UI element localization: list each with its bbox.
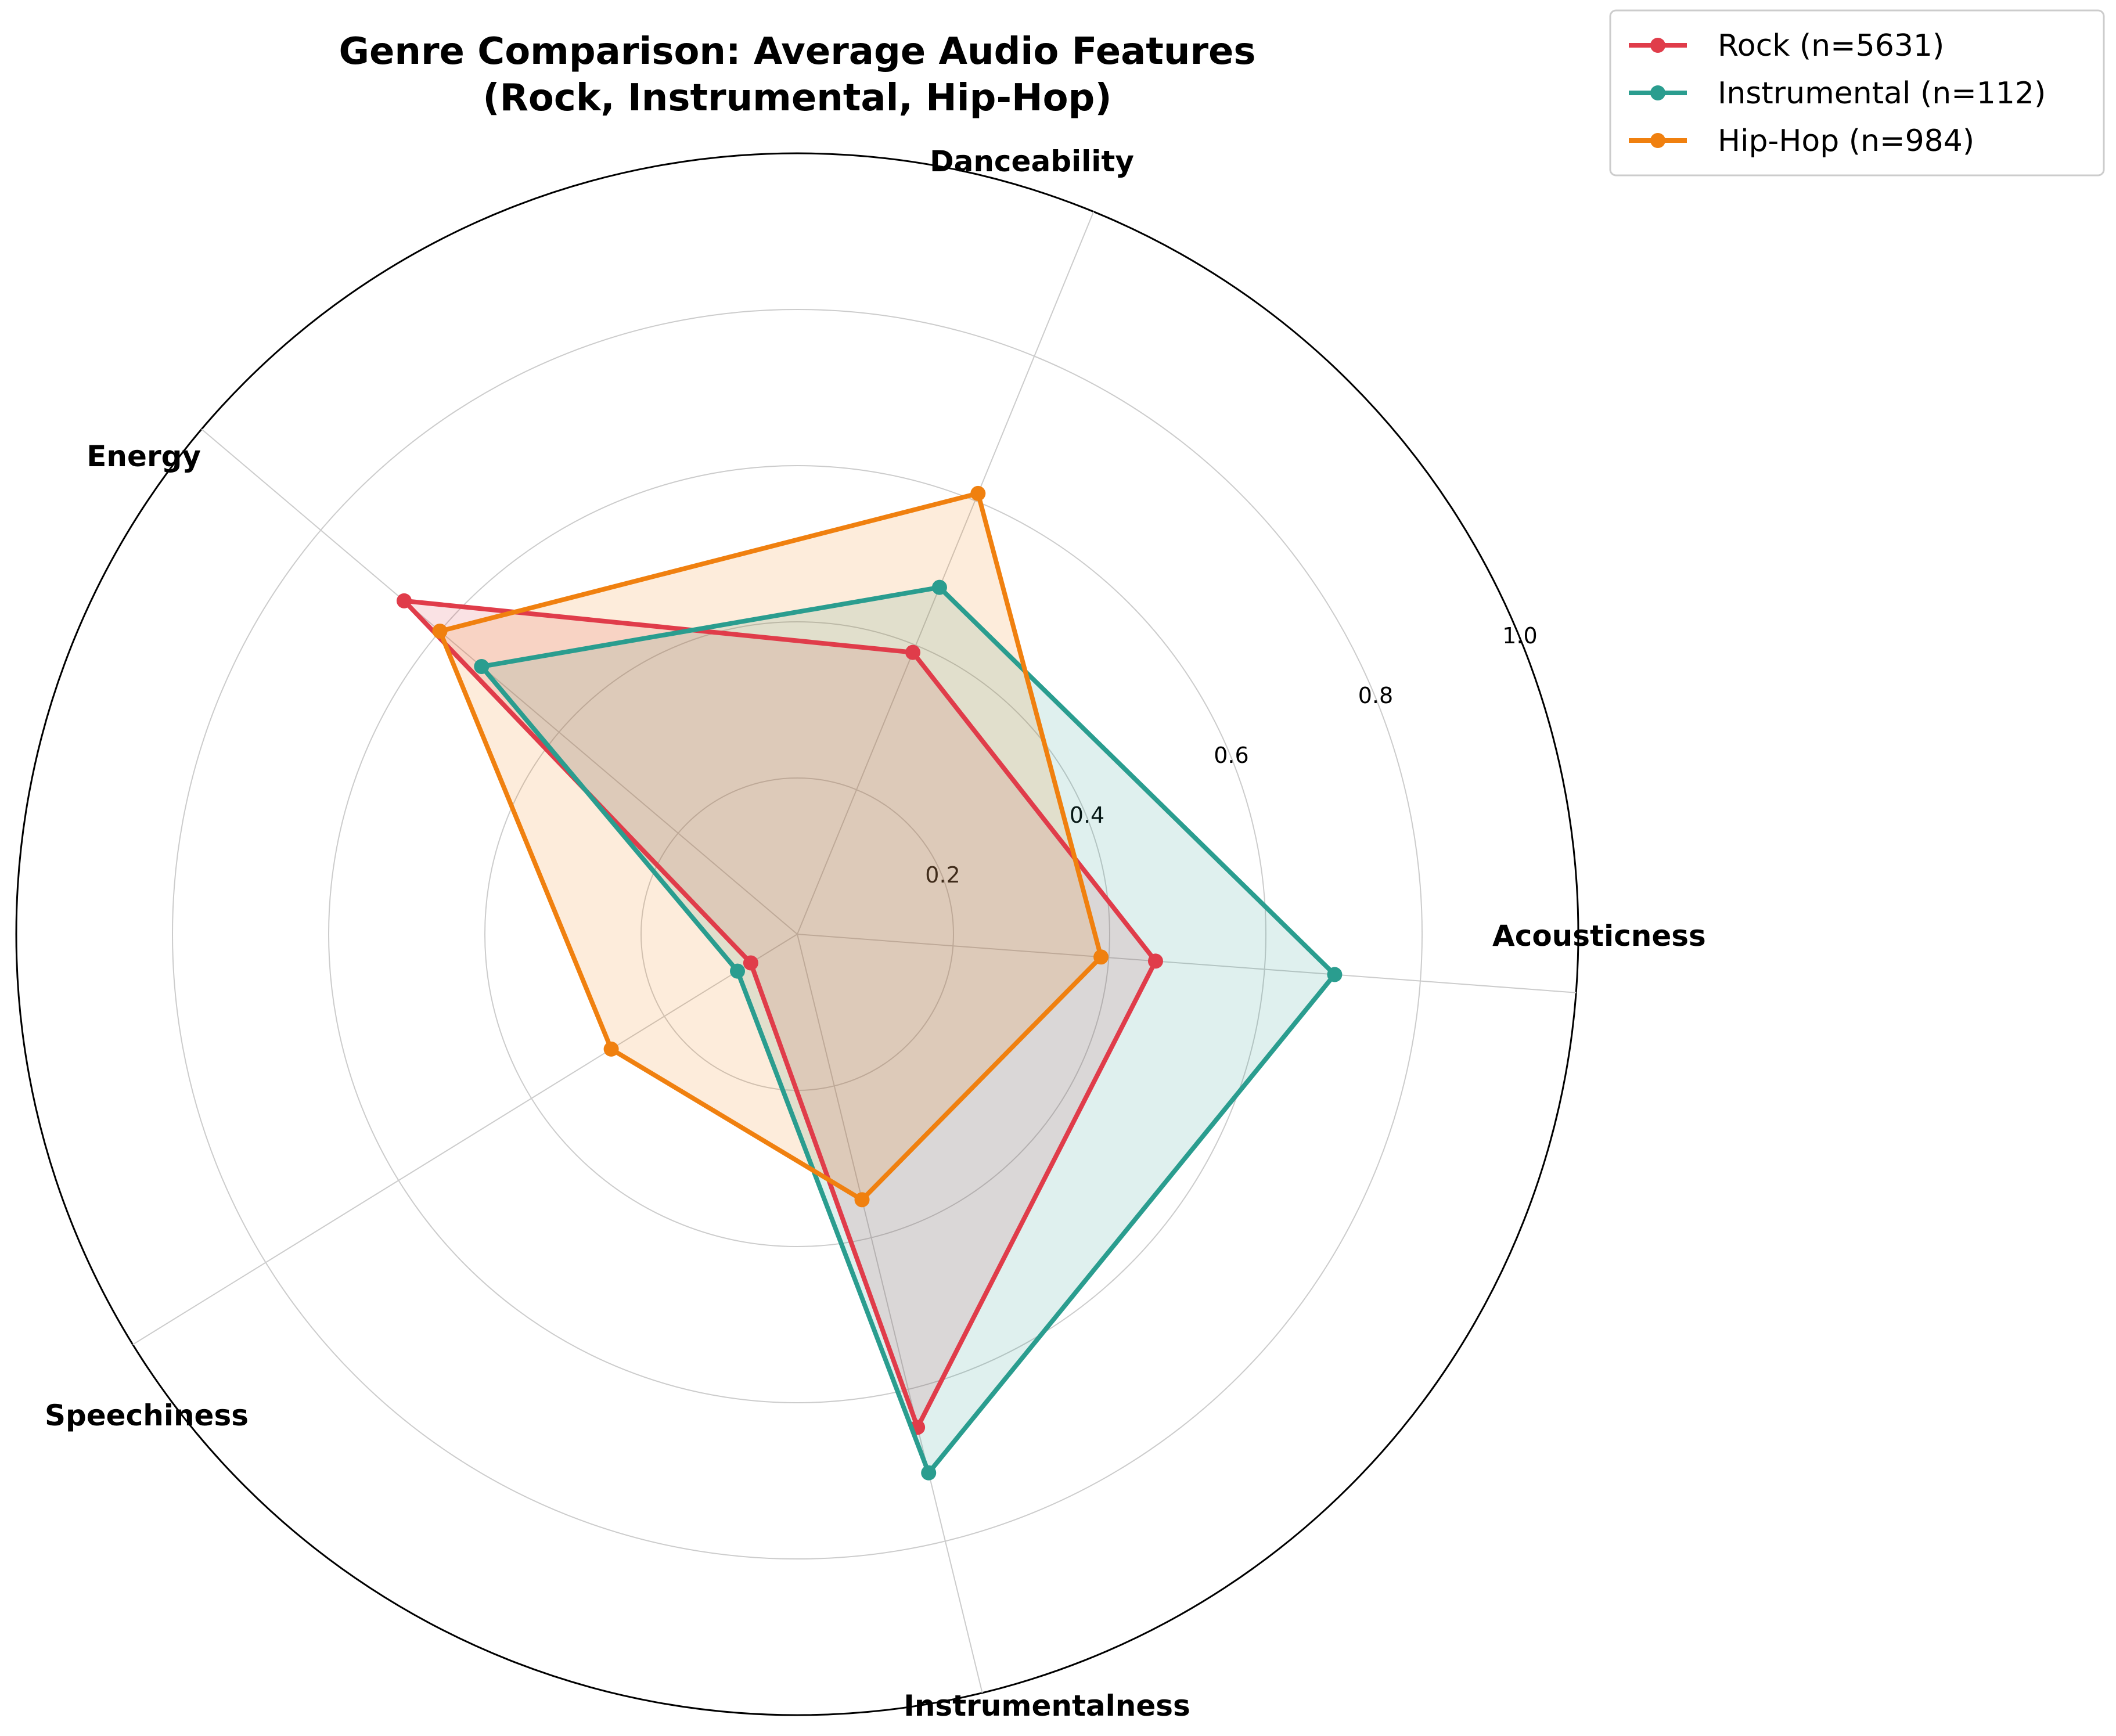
grid-spoke <box>132 934 798 1345</box>
radial-tick-label: 1.0 <box>1502 623 1537 649</box>
data-point <box>730 963 746 979</box>
grid-spoke <box>201 428 798 935</box>
outer-frame-circle <box>15 152 1579 1716</box>
grid-spoke <box>797 934 1577 993</box>
series-fill <box>440 493 1102 1200</box>
legend-swatch-marker <box>1650 133 1665 148</box>
radar-grid: 0.2 0.4 0.6 0.8 1.0 <box>15 152 1579 1716</box>
data-point <box>1147 953 1163 969</box>
grid-circle <box>172 309 1423 1559</box>
legend-swatch-marker <box>1650 38 1665 53</box>
radial-tick-label: 0.8 <box>1358 683 1393 708</box>
grid-circle <box>484 621 1110 1247</box>
series-fill <box>404 600 1156 1428</box>
series-line <box>437 491 1104 1202</box>
data-point <box>432 624 448 639</box>
legend-swatch-marker <box>1650 85 1665 100</box>
grid-spoke <box>797 934 983 1693</box>
data-point <box>396 593 412 608</box>
legend: Rock (n=5631) Instrumental (n=112) Hip-Hop… <box>1609 9 2105 177</box>
data-point <box>905 644 921 660</box>
data-point <box>970 485 986 501</box>
data-point <box>921 1465 937 1481</box>
data-point <box>1327 967 1343 982</box>
radar-series <box>396 485 1343 1481</box>
axis-label-danceability: Danceability <box>930 145 1134 178</box>
radial-tick-label: 0.4 <box>1070 802 1104 828</box>
grid-spoke <box>797 211 1095 935</box>
data-point <box>603 1041 619 1057</box>
data-point <box>743 955 758 971</box>
axis-labels: Acousticness Danceability Energy Speechines… <box>45 145 1706 1723</box>
data-point <box>854 1192 870 1208</box>
legend-label: Instrumental (n=112) <box>1718 76 2046 111</box>
legend-box <box>1609 9 2105 177</box>
grid-circle <box>328 465 1266 1403</box>
axis-label-speechiness: Speechiness <box>45 1399 249 1432</box>
data-point <box>931 579 947 595</box>
radial-tick-label: 0.6 <box>1214 743 1248 768</box>
data-point <box>1093 949 1109 965</box>
legend-label: Rock (n=5631) <box>1718 28 1944 63</box>
radial-tick-label: 0.2 <box>925 862 960 888</box>
data-point <box>474 658 490 674</box>
axis-label-energy: Energy <box>87 440 201 473</box>
axis-label-acousticness: Acousticness <box>1492 919 1706 953</box>
axis-label-instrumentalness: Instrumentalness <box>904 1689 1190 1723</box>
legend-label: Hip-Hop (n=984) <box>1718 124 1974 159</box>
chart-title-line-2: (Rock, Instrumental, Hip-Hop) <box>483 77 1111 120</box>
series-fill <box>481 587 1335 1473</box>
series-line <box>479 585 1337 1475</box>
chart-title-line-1: Genre Comparison: Average Audio Features <box>339 30 1255 73</box>
